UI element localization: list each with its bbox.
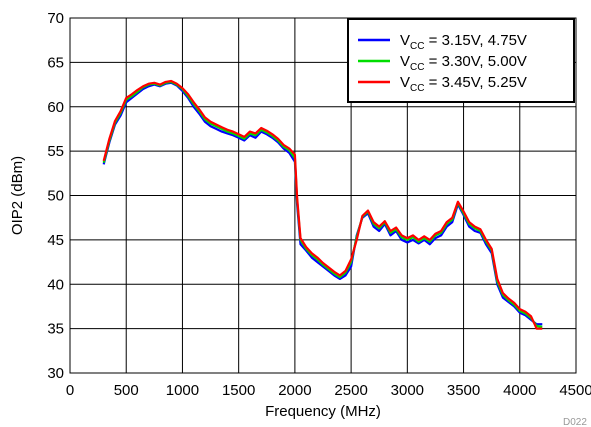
y-tick-label: 30 <box>47 365 64 382</box>
y-tick-label: 60 <box>47 99 64 116</box>
x-tick-label: 1000 <box>166 382 199 399</box>
y-tick-labels: 30 35 40 45 50 55 60 65 70 <box>47 10 64 382</box>
series-lines <box>102 79 543 330</box>
y-axis-label: OIP2 (dBm) <box>9 156 26 235</box>
plot-frame <box>69 17 577 374</box>
y-tick-label: 35 <box>47 321 64 338</box>
y-tick-label: 55 <box>47 143 64 160</box>
x-tick-label: 0 <box>66 382 74 399</box>
x-tick-label: 4000 <box>503 382 536 399</box>
y-tick-label: 65 <box>47 54 64 71</box>
y-tick-label: 70 <box>47 10 64 27</box>
series-line-3 <box>102 79 543 330</box>
x-tick-label: 500 <box>114 382 139 399</box>
legend-label-2: VCC = 3.30V, 5.00V <box>400 53 527 73</box>
x-axis-label: Frequency (MHz) <box>265 403 381 420</box>
x-tick-labels: 0 500 1000 1500 2000 2500 3000 3500 4000 4500 <box>66 382 591 399</box>
y-tick-label: 50 <box>47 188 64 205</box>
x-tick-label: 3500 <box>447 382 480 399</box>
x-tick-label: 4500 <box>559 382 591 399</box>
figure-id: D022 <box>563 417 587 427</box>
legend-label-1: VCC = 3.15V, 4.75V <box>400 32 527 52</box>
y-tick-label: 45 <box>47 232 64 249</box>
legend-label-3: VCC = 3.45V, 5.25V <box>400 74 527 94</box>
x-tick-label: 3000 <box>391 382 424 399</box>
x-tick-label: 2500 <box>334 382 367 399</box>
x-tick-label: 2000 <box>278 382 311 399</box>
x-tick-label: 1500 <box>222 382 255 399</box>
y-tick-label: 40 <box>47 276 64 293</box>
